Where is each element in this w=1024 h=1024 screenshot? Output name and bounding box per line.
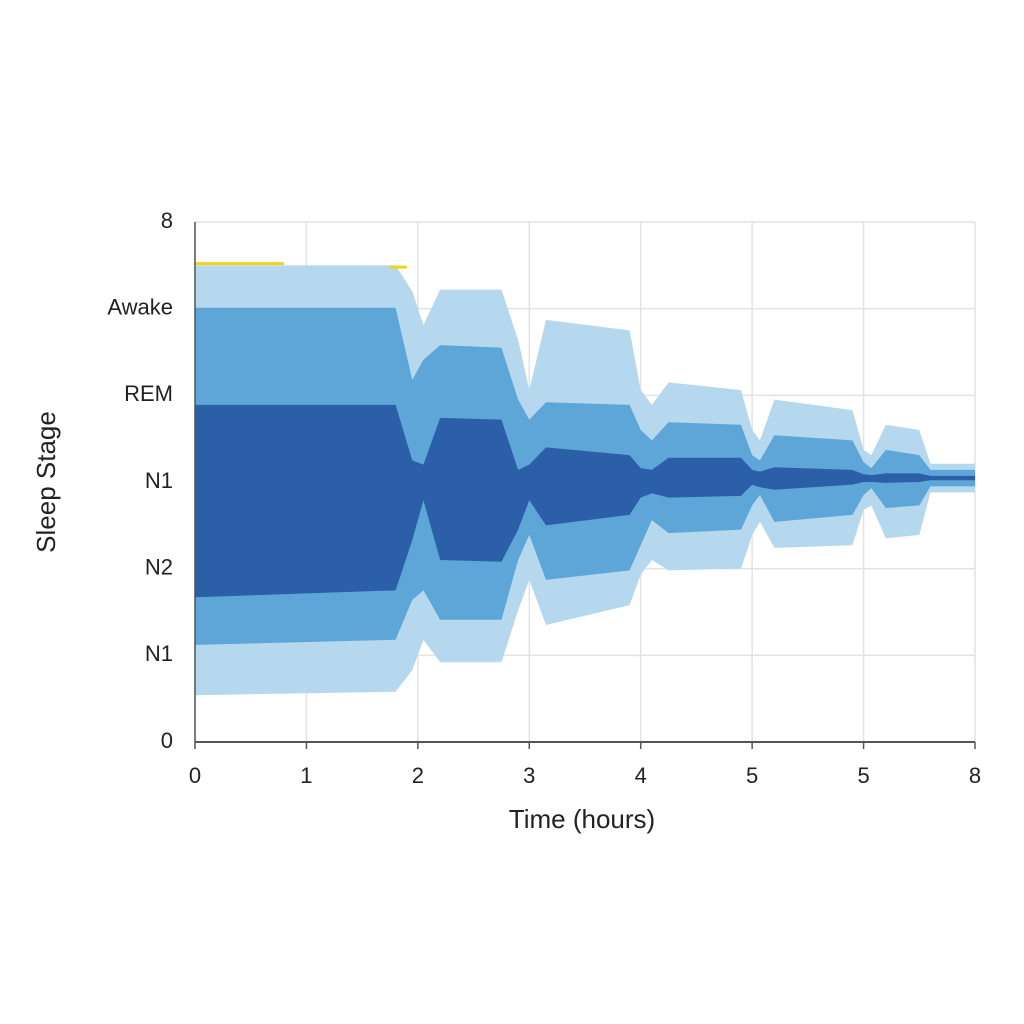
y-axis-label: Sleep Stage [31, 411, 61, 553]
y-tick-label: N2 [145, 554, 173, 579]
y-tick-label: Awake [107, 294, 173, 319]
x-tick-label: 1 [300, 763, 312, 788]
y-tick-label: N1 [145, 468, 173, 493]
x-axis-label: Time (hours) [509, 804, 655, 834]
y-tick-label: 0 [161, 728, 173, 753]
x-tick-label: 0 [189, 763, 201, 788]
x-tick-label: 8 [969, 763, 981, 788]
y-tick-label: 8 [161, 208, 173, 233]
x-tick-label: 4 [635, 763, 647, 788]
y-tick-label: N1 [145, 641, 173, 666]
x-tick-label: 2 [412, 763, 424, 788]
line [195, 262, 407, 269]
x-tick-label: 5 [857, 763, 869, 788]
x-tick-label: 3 [523, 763, 535, 788]
x-tick-label: 5 [746, 763, 758, 788]
plot-area [195, 262, 975, 696]
sleep-band [195, 404, 975, 598]
y-tick-label: REM [124, 381, 173, 406]
